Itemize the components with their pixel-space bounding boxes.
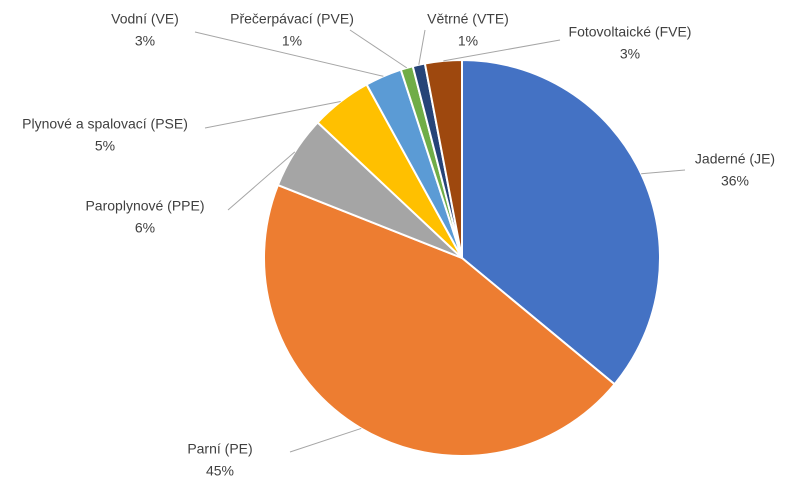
leader-line <box>194 31 384 77</box>
slice-label: Přečerpávací (PVE) <box>230 11 354 27</box>
pie-slice <box>461 58 661 386</box>
slice-label: Větrné (VTE) <box>427 11 509 27</box>
slice-label: Plynové a spalovací (PSE) <box>22 116 188 132</box>
leader-line <box>349 29 408 69</box>
slice-label: Vodní (VE) <box>111 11 179 27</box>
leader-line <box>227 151 296 211</box>
slice-label: Fotovoltaické (FVE) <box>569 24 692 40</box>
slice-value-label: 1% <box>282 33 302 49</box>
slice-value-label: 1% <box>458 33 478 49</box>
slice-value-label: 6% <box>135 220 155 236</box>
slice-value-label: 45% <box>206 463 234 479</box>
leader-line <box>641 169 686 175</box>
slice-value-label: 3% <box>620 46 640 62</box>
slice-label: Parní (PE) <box>187 441 252 457</box>
leader-line <box>204 101 341 129</box>
slice-value-label: 5% <box>95 138 115 154</box>
leader-line <box>418 29 426 65</box>
leader-line <box>289 427 362 453</box>
slice-label: Jaderné (JE) <box>695 151 775 167</box>
slice-value-label: 36% <box>721 173 749 189</box>
slice-label: Paroplynové (PPE) <box>85 198 204 214</box>
slice-value-label: 3% <box>135 33 155 49</box>
leader-line <box>443 39 561 62</box>
pie-slice <box>423 58 463 259</box>
